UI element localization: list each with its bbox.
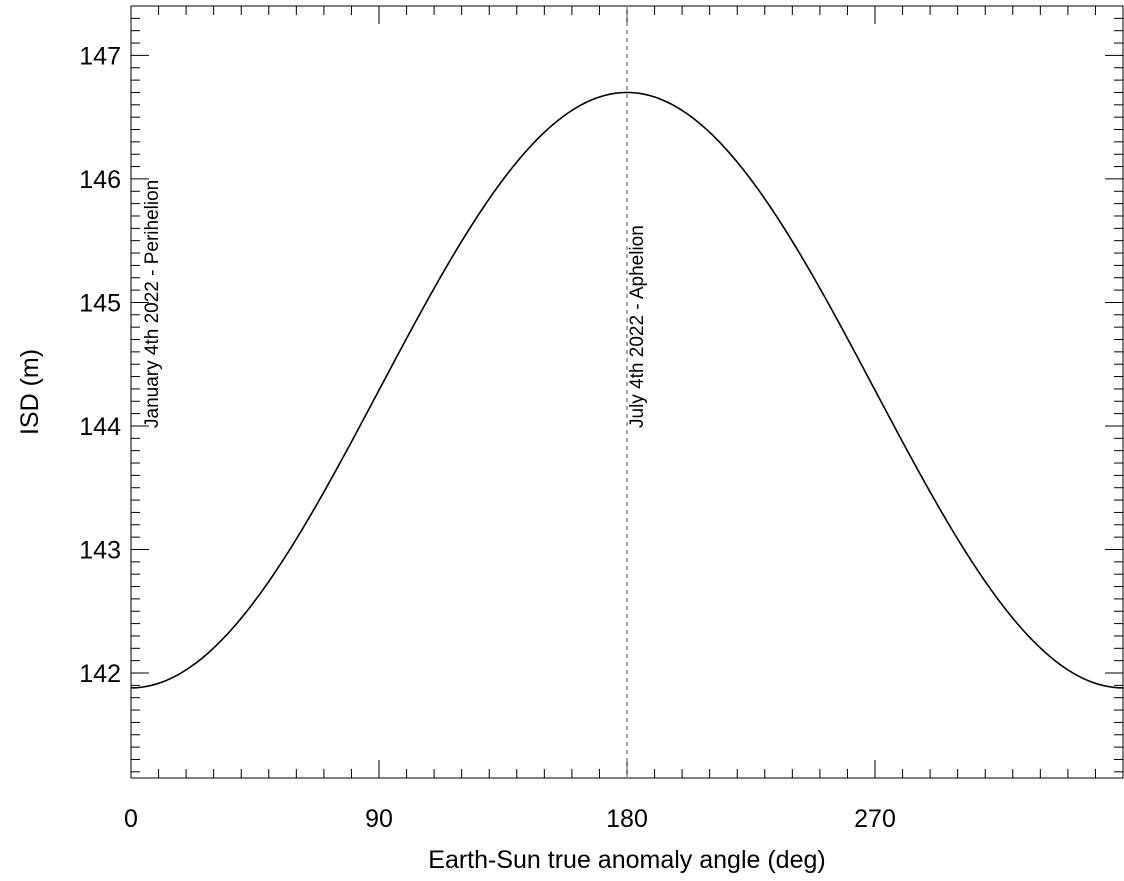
y-tick-label: 143 (79, 536, 121, 564)
y-tick-label: 146 (79, 166, 121, 194)
y-tick-label: 145 (79, 289, 121, 317)
y-axis-label: ISD (m) (16, 349, 44, 435)
y-tick-label: 142 (79, 660, 121, 688)
x-tick-label: 0 (124, 805, 138, 833)
x-tick-label: 90 (365, 805, 393, 833)
x-tick-label: 180 (606, 805, 648, 833)
x-tick-label: 270 (854, 805, 896, 833)
x-axis-label: Earth-Sun true anomaly angle (deg) (428, 846, 825, 874)
y-tick-label: 144 (79, 413, 121, 441)
isd-curve (130, 91, 1124, 689)
x-tick-labels: 0 90 180 270 (124, 805, 896, 833)
perihelion-annotation: January 4th 2022 - Perihelion (142, 180, 163, 428)
aphelion-annotation: July 4th 2022 - Aphelion (627, 225, 648, 428)
minor-ticks (131, 5, 1124, 778)
y-tick-label: 147 (79, 42, 121, 70)
y-tick-labels: 142 143 144 145 146 147 (79, 42, 121, 688)
